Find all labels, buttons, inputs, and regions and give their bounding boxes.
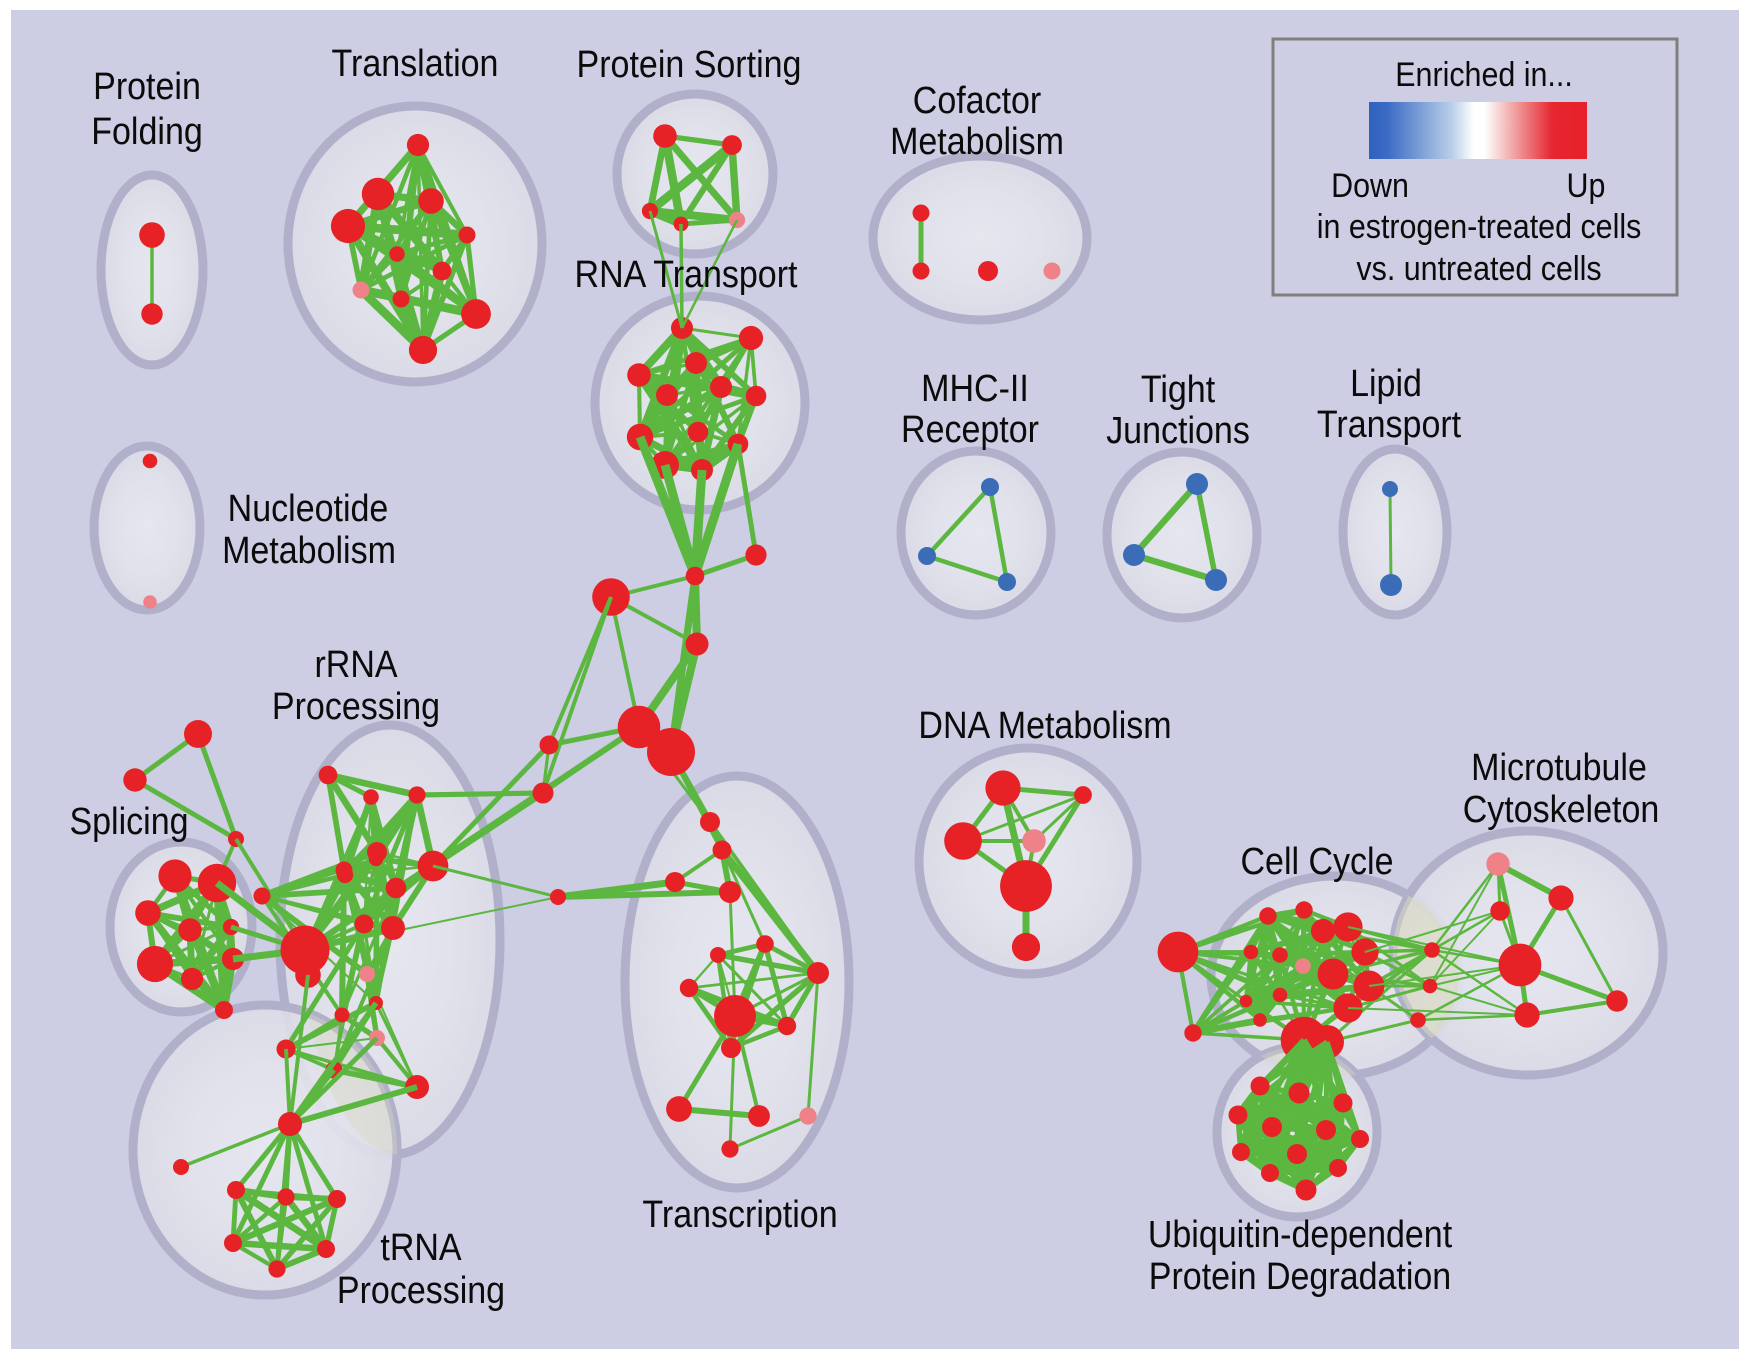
svg-text:in estrogen-treated cells: in estrogen-treated cells [1317,207,1642,245]
svg-text:Tight: Tight [1141,367,1215,410]
svg-text:Microtubule: Microtubule [1471,745,1647,788]
svg-text:RNA Transport: RNA Transport [575,252,798,295]
svg-text:Transcription: Transcription [642,1192,837,1235]
svg-text:rRNA: rRNA [314,642,397,685]
svg-text:Receptor: Receptor [901,407,1039,450]
svg-text:Protein: Protein [93,64,201,107]
svg-text:Lipid: Lipid [1350,361,1422,404]
svg-text:Processing: Processing [272,684,440,727]
svg-text:Up: Up [1567,166,1606,204]
svg-text:Translation: Translation [332,41,499,84]
svg-text:tRNA: tRNA [380,1225,461,1268]
svg-text:Cell Cycle: Cell Cycle [1240,839,1393,882]
svg-text:Protein Degradation: Protein Degradation [1149,1254,1451,1297]
svg-text:Folding: Folding [91,109,203,152]
svg-text:MHC-II: MHC-II [921,366,1029,409]
svg-text:vs. untreated cells: vs. untreated cells [1356,249,1601,287]
svg-text:Junctions: Junctions [1106,408,1250,451]
svg-text:Cofactor: Cofactor [913,78,1041,121]
svg-text:Transport: Transport [1317,402,1461,445]
svg-text:DNA Metabolism: DNA Metabolism [918,703,1171,746]
svg-text:Processing: Processing [337,1268,505,1311]
svg-text:Metabolism: Metabolism [890,119,1064,162]
svg-text:Enriched in...: Enriched in... [1395,55,1573,93]
svg-text:Cytoskeleton: Cytoskeleton [1463,787,1660,830]
svg-text:Down: Down [1331,166,1409,204]
svg-text:Protein Sorting: Protein Sorting [577,42,802,85]
svg-text:Ubiquitin-dependent: Ubiquitin-dependent [1148,1212,1452,1255]
svg-text:Splicing: Splicing [69,799,188,842]
svg-text:Nucleotide: Nucleotide [228,486,389,529]
svg-text:Metabolism: Metabolism [222,528,396,571]
